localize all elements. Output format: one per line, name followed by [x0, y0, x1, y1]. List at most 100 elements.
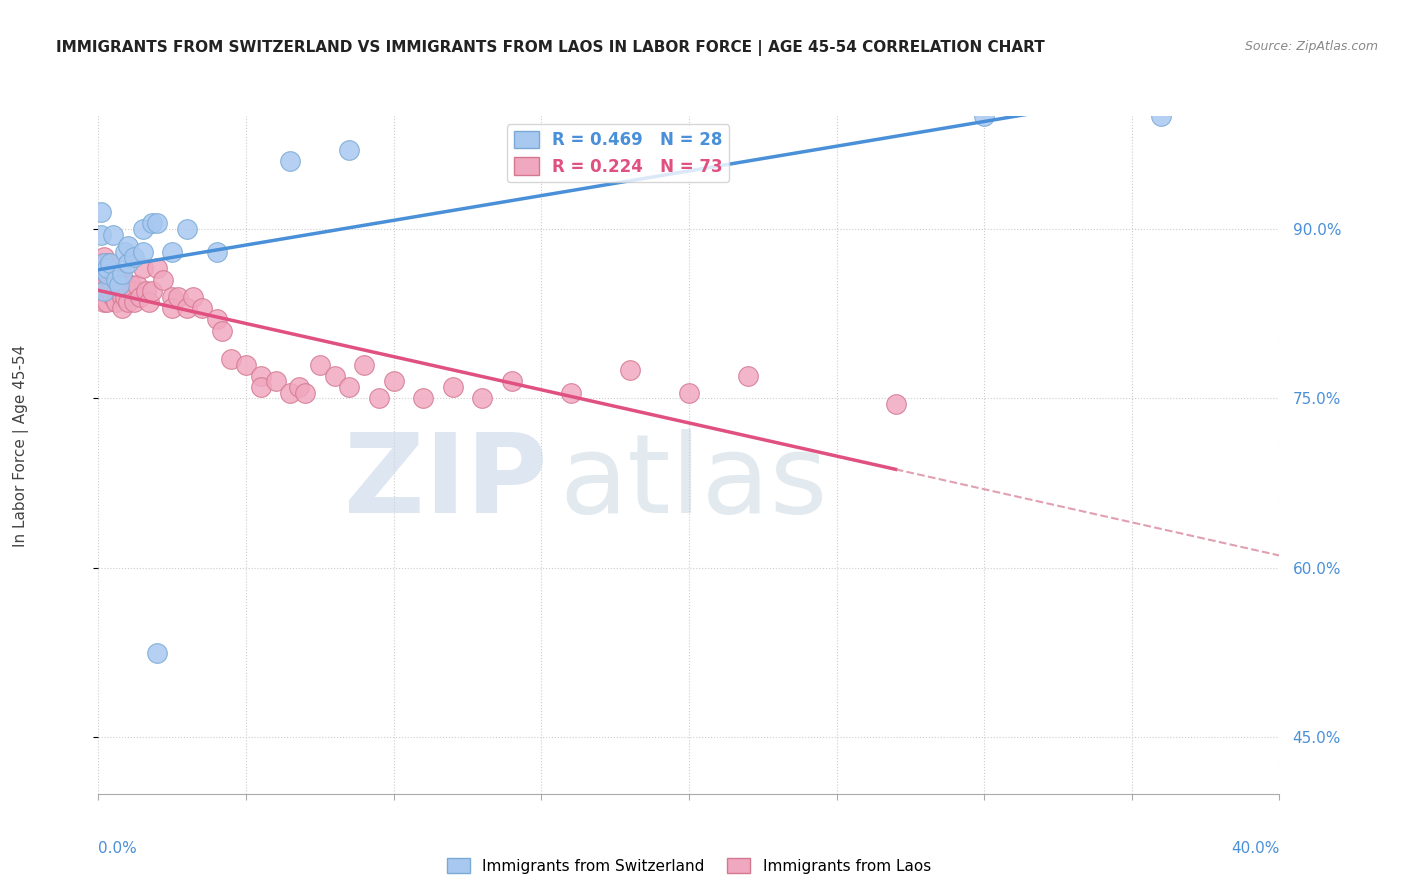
Point	[973, 109, 995, 123]
Text: ZIP: ZIP	[344, 428, 547, 535]
Point	[98, 273, 121, 287]
Point	[288, 380, 311, 394]
Point	[678, 385, 700, 400]
Point	[120, 278, 142, 293]
Point	[93, 273, 115, 287]
Point	[90, 261, 112, 276]
Point	[205, 244, 228, 259]
Point	[90, 227, 112, 242]
Point	[96, 261, 118, 276]
Point	[353, 358, 375, 372]
Point	[205, 312, 228, 326]
Point	[111, 301, 134, 315]
Point	[105, 273, 128, 287]
Text: Source: ZipAtlas.com: Source: ZipAtlas.com	[1244, 40, 1378, 54]
Point	[117, 295, 139, 310]
Point	[146, 646, 169, 660]
Text: 0.0%: 0.0%	[98, 841, 138, 856]
Point	[323, 368, 346, 383]
Point	[264, 375, 287, 389]
Point	[368, 392, 391, 406]
Point	[105, 295, 128, 310]
Point	[412, 392, 434, 406]
Point	[884, 397, 907, 411]
Point	[114, 290, 136, 304]
Point	[96, 256, 118, 270]
Point	[152, 273, 174, 287]
Point	[111, 273, 134, 287]
Point	[90, 205, 112, 219]
Point	[135, 284, 157, 298]
Point	[111, 267, 134, 281]
Point	[117, 239, 139, 253]
Point	[111, 290, 134, 304]
Point	[122, 284, 145, 298]
Point	[93, 295, 115, 310]
Point	[105, 284, 128, 298]
Point	[339, 380, 360, 394]
Point	[96, 273, 118, 287]
Point	[93, 261, 115, 276]
Point	[278, 385, 302, 400]
Text: 40.0%: 40.0%	[1232, 841, 1279, 856]
Legend: Immigrants from Switzerland, Immigrants from Laos: Immigrants from Switzerland, Immigrants …	[441, 852, 936, 880]
Text: atlas: atlas	[560, 428, 828, 535]
Point	[176, 222, 198, 236]
Point	[501, 375, 523, 389]
Point	[117, 256, 139, 270]
Point	[114, 244, 136, 259]
Point	[141, 284, 163, 298]
Point	[382, 375, 405, 389]
Point	[93, 256, 115, 270]
Point	[132, 261, 155, 276]
Text: In Labor Force | Age 45-54: In Labor Force | Age 45-54	[13, 345, 30, 547]
Point	[105, 273, 128, 287]
Point	[167, 290, 190, 304]
Point	[98, 284, 121, 298]
Point	[235, 358, 257, 372]
Point	[122, 295, 145, 310]
Point	[93, 284, 115, 298]
Point	[108, 273, 131, 287]
Point	[278, 154, 302, 169]
Point	[103, 267, 125, 281]
Point	[108, 284, 131, 298]
Point	[294, 385, 316, 400]
Point	[98, 267, 121, 281]
Point	[737, 368, 759, 383]
Point	[138, 295, 160, 310]
Point	[90, 256, 112, 270]
Point	[98, 256, 121, 270]
Point	[117, 284, 139, 298]
Point	[96, 284, 118, 298]
Point	[96, 295, 118, 310]
Point	[90, 267, 112, 281]
Point	[90, 261, 112, 276]
Point	[132, 222, 155, 236]
Point	[122, 250, 145, 264]
Point	[250, 380, 273, 394]
Point	[176, 301, 198, 315]
Point	[619, 363, 641, 377]
Point	[132, 244, 155, 259]
Point	[141, 216, 163, 230]
Point	[103, 227, 125, 242]
Point	[219, 351, 242, 366]
Point	[162, 301, 183, 315]
Point	[114, 278, 136, 293]
Point	[191, 301, 214, 315]
Point	[125, 278, 148, 293]
Point	[90, 273, 112, 287]
Point	[162, 244, 183, 259]
Legend: R = 0.469   N = 28, R = 0.224   N = 73: R = 0.469 N = 28, R = 0.224 N = 73	[508, 124, 730, 182]
Point	[128, 290, 150, 304]
Point	[146, 261, 169, 276]
Point	[96, 267, 118, 281]
Point	[103, 278, 125, 293]
Point	[146, 216, 169, 230]
Point	[93, 250, 115, 264]
Point	[108, 278, 131, 293]
Point	[309, 358, 332, 372]
Point	[162, 290, 183, 304]
Point	[96, 267, 118, 281]
